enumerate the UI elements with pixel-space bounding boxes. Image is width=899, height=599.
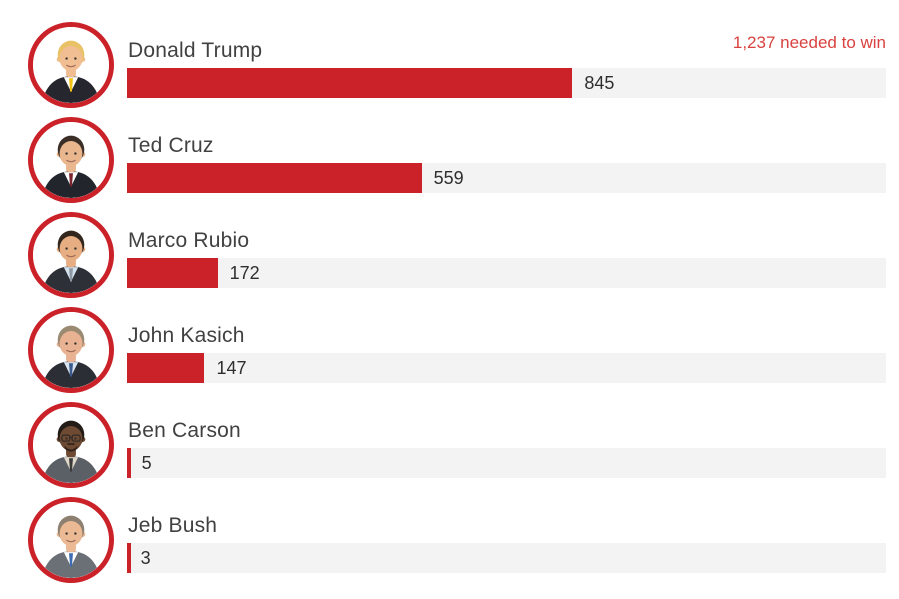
avatar-photo bbox=[33, 122, 109, 198]
candidate-name: John Kasich bbox=[128, 324, 245, 347]
bar-track: 147 bbox=[127, 353, 886, 383]
needed-to-win-label: 1,237 needed to win bbox=[732, 33, 886, 52]
bar-value-label: 147 bbox=[216, 358, 247, 378]
avatar-photo bbox=[33, 502, 109, 578]
candidate-name: Ted Cruz bbox=[128, 134, 214, 157]
bar-fill bbox=[127, 258, 218, 288]
avatar-photo bbox=[33, 217, 109, 293]
bar-value-label: 559 bbox=[433, 168, 464, 188]
glasses-icon bbox=[61, 434, 81, 442]
candidate-name: Donald Trump bbox=[128, 39, 263, 62]
bar-value-label: 3 bbox=[140, 548, 151, 568]
candidate-row: Ben Carson 5 bbox=[0, 390, 899, 488]
candidate-row: Jeb Bush 3 bbox=[0, 485, 899, 583]
bar-track: 559 bbox=[127, 163, 886, 193]
bar-fill bbox=[127, 353, 205, 383]
candidate-name: Ben Carson bbox=[128, 419, 241, 442]
bar-value-label: 5 bbox=[141, 453, 152, 473]
avatar-donald-trump bbox=[28, 22, 114, 108]
candidate-row: Marco Rubio 172 bbox=[0, 200, 899, 298]
bar-value-label: 172 bbox=[229, 263, 260, 283]
bar-value-label: 845 bbox=[584, 73, 615, 93]
candidate-row: John Kasich 147 bbox=[0, 295, 899, 393]
avatar-marco-rubio bbox=[28, 212, 114, 298]
bar-fill bbox=[127, 448, 131, 478]
avatar-photo bbox=[33, 27, 109, 103]
avatar-jeb-bush bbox=[28, 497, 114, 583]
bar-track: 3 bbox=[127, 543, 886, 573]
bar-fill bbox=[127, 68, 573, 98]
bar-track: 172 bbox=[127, 258, 886, 288]
candidate-row: Donald Trump 845 bbox=[0, 10, 899, 108]
bar-track: 5 bbox=[127, 448, 886, 478]
avatar-ted-cruz bbox=[28, 117, 114, 203]
candidate-name: Jeb Bush bbox=[128, 514, 218, 537]
avatar-photo bbox=[33, 312, 109, 388]
bar-track: 845 bbox=[127, 68, 886, 98]
bar-fill bbox=[127, 543, 131, 573]
candidate-name: Marco Rubio bbox=[128, 229, 250, 252]
candidate-row: Ted Cruz 559 bbox=[0, 105, 899, 203]
bar-fill bbox=[127, 163, 422, 193]
avatar-photo bbox=[33, 407, 109, 483]
avatar-ben-carson bbox=[28, 402, 114, 488]
avatar-john-kasich bbox=[28, 307, 114, 393]
